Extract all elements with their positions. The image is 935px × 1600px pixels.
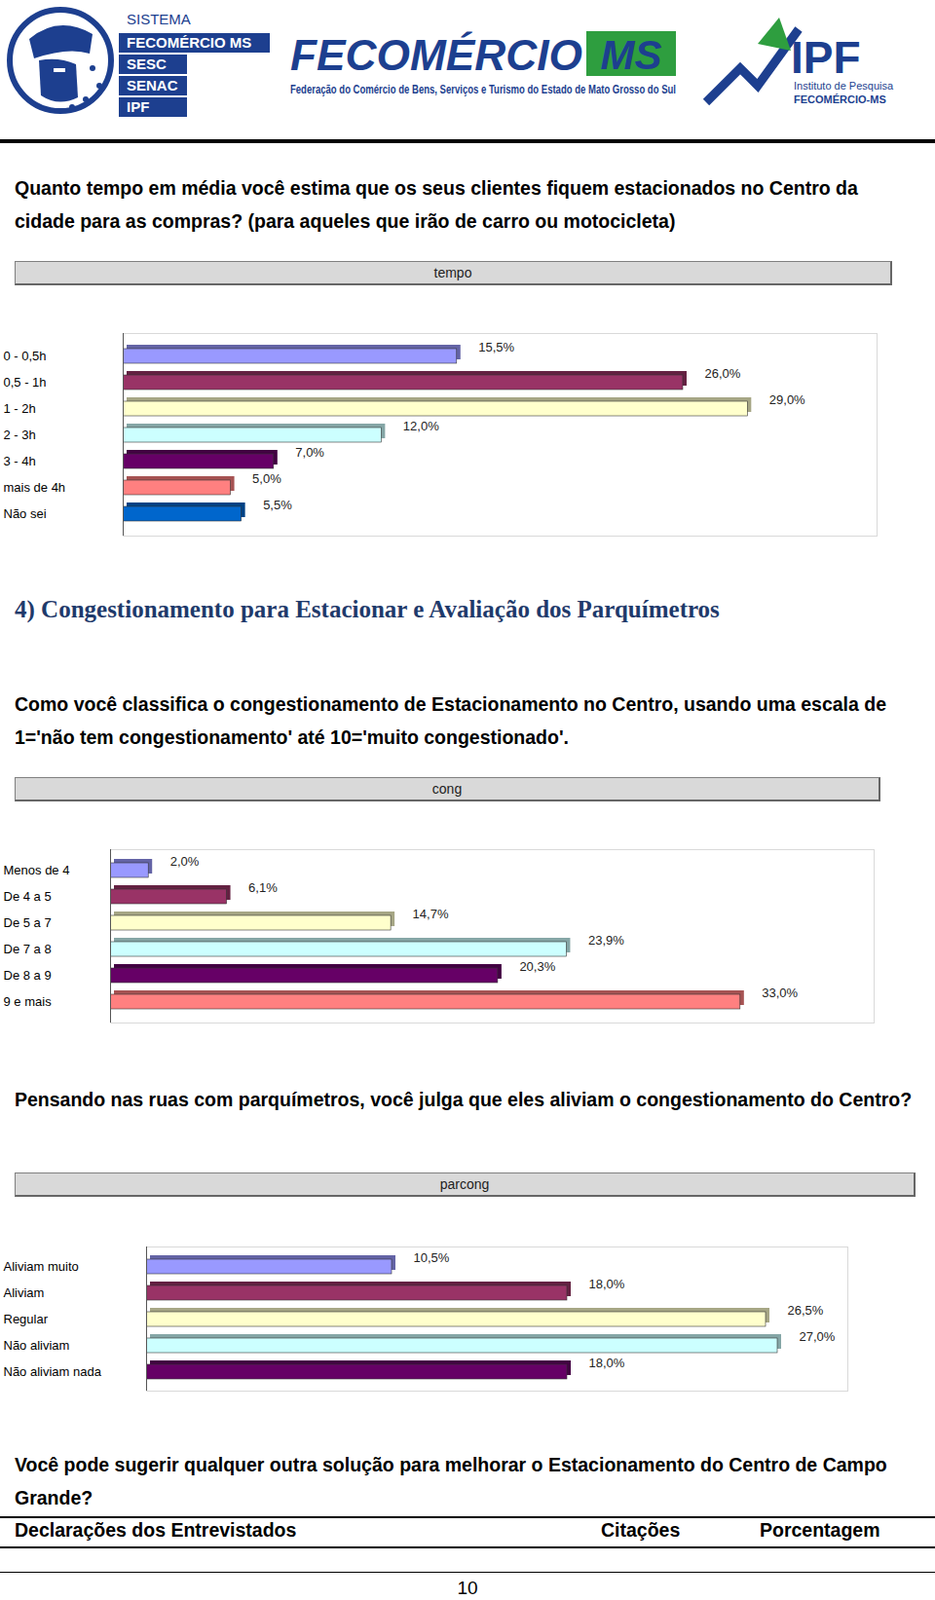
svg-text:14,7%: 14,7% — [412, 906, 449, 922]
svg-text:Não aliviam: Não aliviam — [3, 1338, 71, 1353]
svg-text:Aliviam: Aliviam — [3, 1285, 45, 1301]
svg-text:6,1%: 6,1% — [248, 880, 278, 896]
html-text:Como você classifica o congest: Como você classifica o congestionamento … — [14, 693, 887, 748]
svg-text:26,5%: 26,5% — [787, 1303, 824, 1318]
html-text:Você pode sugerir qualquer out: Você pode sugerir qualquer outra solução… — [14, 1454, 887, 1509]
svg-text:Regular: Regular — [3, 1311, 49, 1327]
svg-text:2,0%: 2,0% — [170, 854, 200, 869]
html-text:Porcentagem: Porcentagem — [759, 1519, 880, 1541]
svg-text:5,0%: 5,0% — [252, 471, 282, 487]
svg-text:12,0%: 12,0% — [403, 418, 440, 434]
svg-text:Instituto de Pesquisa: Instituto de Pesquisa — [793, 79, 895, 92]
svg-text:MS: MS — [600, 32, 663, 78]
svg-text:9 e mais: 9 e mais — [3, 994, 53, 1010]
html-text:parcong: parcong — [439, 1176, 490, 1193]
svg-text:De 7 a 8: De 7 a 8 — [3, 941, 52, 957]
svg-text:De 8 a 9: De 8 a 9 — [3, 968, 52, 983]
html-text:Citações: Citações — [600, 1519, 681, 1541]
svg-text:5,5%: 5,5% — [262, 497, 293, 513]
svg-text:IPF: IPF — [126, 98, 150, 115]
svg-text:29,0%: 29,0% — [769, 392, 806, 408]
svg-text:Aliviam muito: Aliviam muito — [3, 1259, 79, 1274]
svg-text:1 - 2h: 1 - 2h — [3, 401, 37, 416]
svg-text:3 - 4h: 3 - 4h — [3, 453, 37, 469]
html-text:4) Congestionamento para Estac: 4) Congestionamento para Estacionar e Av… — [14, 596, 720, 623]
svg-text:FECOMÉRCIO MS: FECOMÉRCIO MS — [126, 34, 252, 51]
svg-text:15,5%: 15,5% — [478, 339, 515, 355]
svg-text:20,3%: 20,3% — [519, 959, 556, 974]
svg-text:0 - 0,5h: 0 - 0,5h — [3, 348, 47, 364]
svg-text:23,9%: 23,9% — [588, 933, 625, 948]
svg-text:IPF: IPF — [790, 32, 861, 83]
svg-text:De 4 a 5: De 4 a 5 — [3, 889, 52, 904]
svg-text:10,5%: 10,5% — [413, 1250, 450, 1266]
svg-text:SENAC: SENAC — [126, 76, 179, 94]
html-text:cong: cong — [432, 781, 462, 797]
svg-text:33,0%: 33,0% — [761, 985, 798, 1001]
svg-text:FECOMÉRCIO: FECOMÉRCIO — [290, 31, 583, 79]
svg-text:26,0%: 26,0% — [704, 366, 741, 381]
svg-text:FECOMÉRCIO-MS: FECOMÉRCIO-MS — [793, 93, 887, 106]
svg-text:0,5 - 1h: 0,5 - 1h — [3, 374, 47, 390]
svg-text:18,0%: 18,0% — [589, 1355, 626, 1371]
html-text:tempo: tempo — [433, 264, 472, 281]
svg-text:18,0%: 18,0% — [589, 1276, 626, 1292]
html-text:Pensando nas ruas com parquíme: Pensando nas ruas com parquímetros, você… — [14, 1088, 912, 1111]
svg-text:SISTEMA: SISTEMA — [126, 10, 191, 28]
svg-text:Não sei: Não sei — [3, 506, 47, 522]
html-text:Quanto tempo em média você est: Quanto tempo em média você estima que os… — [14, 177, 858, 232]
svg-text:Não aliviam nada: Não aliviam nada — [3, 1364, 103, 1380]
svg-text:De 5 a 7: De 5 a 7 — [3, 915, 52, 931]
svg-text:7,0%: 7,0% — [295, 445, 325, 460]
svg-text:SESC: SESC — [126, 55, 167, 73]
svg-text:27,0%: 27,0% — [799, 1329, 836, 1345]
svg-text:Menos de 4: Menos de 4 — [3, 862, 71, 878]
html-text:10: 10 — [457, 1577, 478, 1599]
svg-text:mais de 4h: mais de 4h — [3, 480, 67, 495]
html-text:Declarações dos Entrevistados: Declarações dos Entrevistados — [14, 1519, 297, 1541]
svg-text:Federação do Comércio de Bens,: Federação do Comércio de Bens, Serviços … — [290, 82, 676, 97]
svg-text:2 - 3h: 2 - 3h — [3, 427, 37, 443]
